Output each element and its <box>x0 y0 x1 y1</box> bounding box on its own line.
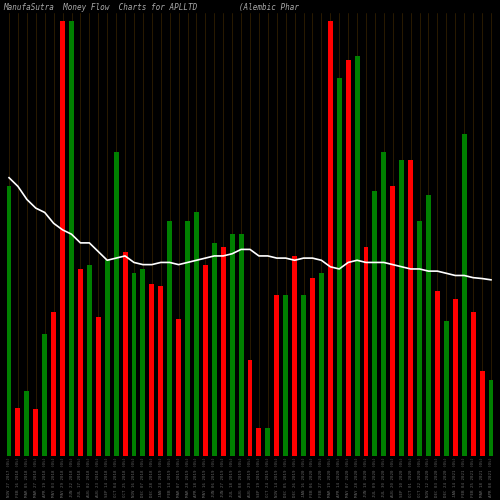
Bar <box>256 428 262 456</box>
Bar <box>453 300 458 456</box>
Bar <box>426 195 431 456</box>
Bar <box>292 256 297 456</box>
Bar <box>364 247 368 456</box>
Bar <box>24 390 29 456</box>
Bar <box>51 312 56 456</box>
Bar <box>230 234 234 456</box>
Bar <box>283 295 288 456</box>
Bar <box>114 152 118 456</box>
Bar <box>158 286 163 456</box>
Bar <box>417 221 422 456</box>
Bar <box>301 295 306 456</box>
Bar <box>390 186 396 456</box>
Bar <box>104 260 110 456</box>
Bar <box>87 264 92 456</box>
Bar <box>435 290 440 456</box>
Bar <box>221 247 226 456</box>
Bar <box>266 428 270 456</box>
Bar <box>382 152 386 456</box>
Bar <box>400 160 404 456</box>
Bar <box>122 252 128 456</box>
Bar <box>132 274 136 456</box>
Bar <box>488 380 494 456</box>
Bar <box>274 295 279 456</box>
Bar <box>96 317 100 456</box>
Bar <box>310 278 315 456</box>
Bar <box>480 371 484 456</box>
Bar <box>140 269 145 456</box>
Bar <box>248 360 252 456</box>
Bar <box>60 21 65 456</box>
Bar <box>16 408 20 456</box>
Bar <box>319 274 324 456</box>
Bar <box>42 334 47 456</box>
Bar <box>337 78 342 456</box>
Bar <box>354 56 360 456</box>
Bar <box>408 160 413 456</box>
Bar <box>346 60 350 456</box>
Bar <box>372 190 378 456</box>
Bar <box>34 409 38 456</box>
Bar <box>185 221 190 456</box>
Bar <box>6 186 12 456</box>
Text: ManufaSutra  Money Flow  Charts for APLLTD         (Alembic Phar                : ManufaSutra Money Flow Charts for APLLTD… <box>3 3 500 12</box>
Bar <box>444 321 449 456</box>
Bar <box>78 269 83 456</box>
Bar <box>212 243 217 456</box>
Bar <box>328 21 333 456</box>
Bar <box>176 319 181 456</box>
Bar <box>203 264 208 456</box>
Bar <box>470 312 476 456</box>
Bar <box>69 21 74 456</box>
Bar <box>238 234 244 456</box>
Bar <box>462 134 466 456</box>
Bar <box>194 212 199 456</box>
Bar <box>167 221 172 456</box>
Bar <box>150 284 154 456</box>
